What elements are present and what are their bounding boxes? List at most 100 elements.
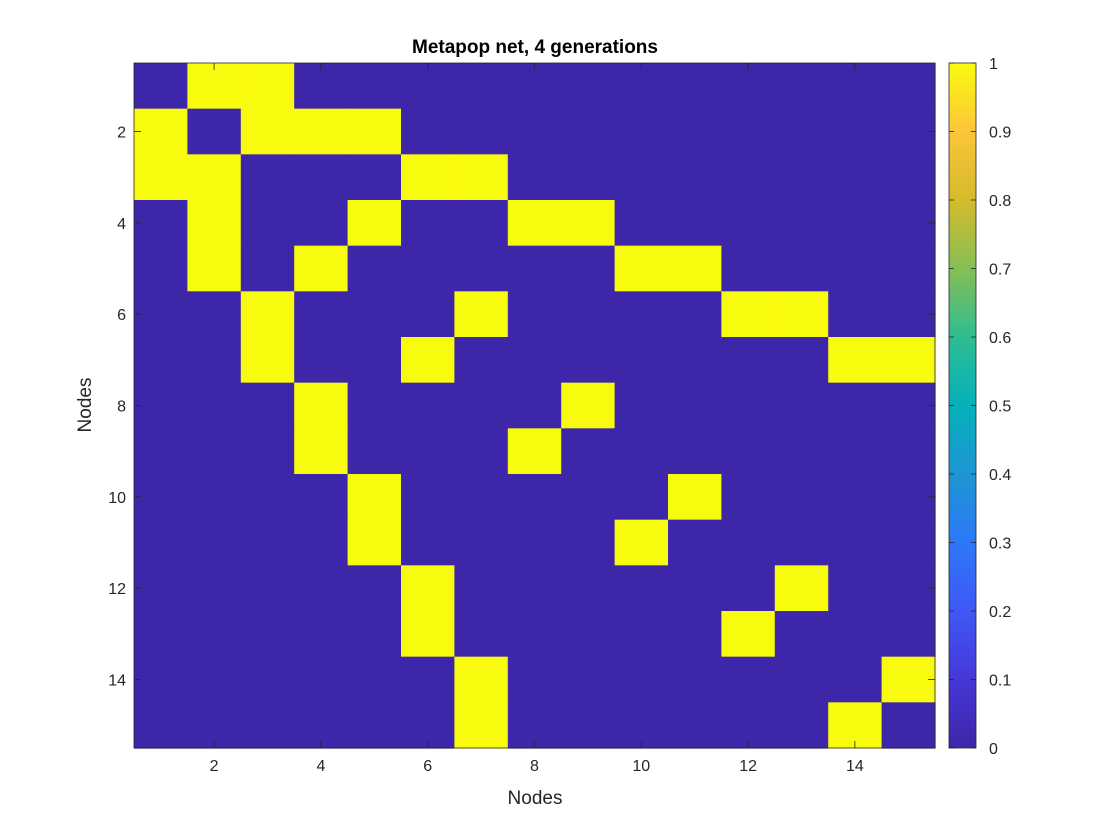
- heatmap-cell-r14-c3: [240, 656, 295, 703]
- heatmap-cell-r1-c12: [721, 63, 776, 110]
- heatmap-cell-r11-c7: [454, 519, 509, 566]
- heatmap-cell-r3-c3: [240, 154, 295, 201]
- heatmap-cell-r4-c12: [721, 200, 776, 247]
- colorbar-tick-label: 0.3: [989, 536, 1011, 553]
- heatmap-cell-r2-c5: [347, 108, 402, 155]
- y-axis: 2 4 6 8 10 12 14: [108, 125, 935, 690]
- heatmap-cell-r15-c12: [721, 702, 776, 749]
- heatmap-cell-r8-c14: [828, 382, 883, 429]
- heatmap-cell-r12-c5: [347, 565, 402, 612]
- heatmap-cell-r8-c4: [294, 382, 349, 429]
- heatmap-cell-r3-c4: [294, 154, 349, 201]
- heatmap-cell-r4-c4: [294, 200, 349, 247]
- heatmap-cell-r15-c2: [187, 702, 242, 749]
- heatmap-cell-r15-c13: [774, 702, 829, 749]
- heatmap-cell-r12-c15: [881, 565, 936, 612]
- x-tick-label: 10: [632, 758, 650, 775]
- heatmap-cell-r14-c10: [614, 656, 669, 703]
- heatmap-cell-r2-c12: [721, 108, 776, 155]
- heatmap-cell-r11-c5: [347, 519, 402, 566]
- heatmap-cell-r10-c1: [134, 474, 188, 521]
- heatmap-cell-r13-c7: [454, 611, 509, 658]
- heatmap-cell-r5-c5: [347, 245, 402, 292]
- heatmap-cell-r15-c11: [668, 702, 722, 749]
- heatmap-cell-r1-c10: [614, 63, 669, 110]
- heatmap-cell-r7-c4: [294, 337, 349, 384]
- heatmap-cell-r3-c12: [721, 154, 776, 201]
- heatmap-cell-r4-c8: [507, 200, 562, 247]
- heatmap-cell-r8-c15: [881, 382, 936, 429]
- y-tick-label: 2: [117, 125, 126, 142]
- heatmap-cell-r8-c7: [454, 382, 509, 429]
- heatmap-cell-r9-c11: [668, 428, 722, 475]
- heatmap-cell-r8-c2: [187, 382, 242, 429]
- heatmap-cell-r14-c14: [828, 656, 883, 703]
- x-tick-label: 2: [210, 758, 219, 775]
- heatmap-cell-r12-c3: [240, 565, 295, 612]
- y-tick-label: 8: [117, 399, 126, 416]
- heatmap-cell-r14-c4: [294, 656, 349, 703]
- heatmap-cell-r7-c5: [347, 337, 402, 384]
- heatmap-cell-r10-c2: [187, 474, 242, 521]
- heatmap-cell-r11-c8: [507, 519, 562, 566]
- heatmap-cell-r6-c6: [401, 291, 455, 338]
- heatmap-cell-r3-c2: [187, 154, 242, 201]
- heatmap-cell-r15-c1: [134, 702, 188, 749]
- heatmap-cell-r11-c12: [721, 519, 776, 566]
- heatmap-cell-r3-c14: [828, 154, 883, 201]
- heatmap-cell-r5-c12: [721, 245, 776, 292]
- heatmap-cell-r11-c4: [294, 519, 349, 566]
- heatmap-cell-r13-c2: [187, 611, 242, 658]
- heatmap-cell-r14-c9: [561, 656, 616, 703]
- heatmap-cell-r4-c13: [774, 200, 829, 247]
- heatmap-cell-r5-c3: [240, 245, 295, 292]
- heatmap-cell-r12-c2: [187, 565, 242, 612]
- heatmap-cell-r4-c7: [454, 200, 509, 247]
- heatmap-cell-r7-c13: [774, 337, 829, 384]
- heatmap-cell-r2-c14: [828, 108, 883, 155]
- plot-area: [133, 62, 936, 749]
- y-tick-label: 12: [108, 581, 126, 598]
- y-tick-label: 10: [108, 490, 126, 507]
- heatmap-cell-r6-c14: [828, 291, 883, 338]
- heatmap-cell-r5-c2: [187, 245, 242, 292]
- heatmap-cell-r6-c12: [721, 291, 776, 338]
- colorbar-tick-label: 0.5: [989, 399, 1011, 416]
- heatmap-cell-r15-c5: [347, 702, 402, 749]
- heatmap-cell-r11-c15: [881, 519, 936, 566]
- heatmap-cell-r9-c6: [401, 428, 455, 475]
- heatmap-cell-r11-c11: [668, 519, 722, 566]
- heatmap-cell-r13-c15: [881, 611, 936, 658]
- heatmap-cell-r8-c13: [774, 382, 829, 429]
- heatmap-cell-r7-c8: [507, 337, 562, 384]
- x-tick-label: 8: [530, 758, 539, 775]
- heatmap-cell-r11-c2: [187, 519, 242, 566]
- heatmap-cell-r10-c12: [721, 474, 776, 521]
- x-tick-label: 12: [739, 758, 757, 775]
- heatmap-cell-r9-c2: [187, 428, 242, 475]
- heatmap-cell-r3-c10: [614, 154, 669, 201]
- heatmap-cell-r14-c2: [187, 656, 242, 703]
- heatmap-cell-r3-c5: [347, 154, 402, 201]
- heatmap-cell-r10-c3: [240, 474, 295, 521]
- heatmap-cell-r2-c8: [507, 108, 562, 155]
- heatmap-cell-r8-c8: [507, 382, 562, 429]
- heatmap-cell-r4-c11: [668, 200, 722, 247]
- colorbar-tick-label: 0.6: [989, 330, 1011, 347]
- heatmap-cell-r13-c8: [507, 611, 562, 658]
- heatmap-cell-r10-c10: [614, 474, 669, 521]
- heatmap-cell-r9-c9: [561, 428, 616, 475]
- heatmap-cell-r6-c13: [774, 291, 829, 338]
- heatmap-cell-r14-c7: [454, 656, 509, 703]
- heatmap-cell-r10-c9: [561, 474, 616, 521]
- x-axis: 2 4 6 8 10 12 14: [210, 63, 864, 775]
- heatmap-cell-r13-c10: [614, 611, 669, 658]
- heatmap-cell-r3-c13: [774, 154, 829, 201]
- heatmap-cell-r6-c2: [187, 291, 242, 338]
- heatmap-cell-r5-c4: [294, 245, 349, 292]
- heatmap-cell-r11-c6: [401, 519, 455, 566]
- heatmap-cell-r10-c8: [507, 474, 562, 521]
- heatmap-cell-r4-c1: [134, 200, 188, 247]
- heatmap-cell-r15-c7: [454, 702, 509, 749]
- heatmap-cell-r11-c10: [614, 519, 669, 566]
